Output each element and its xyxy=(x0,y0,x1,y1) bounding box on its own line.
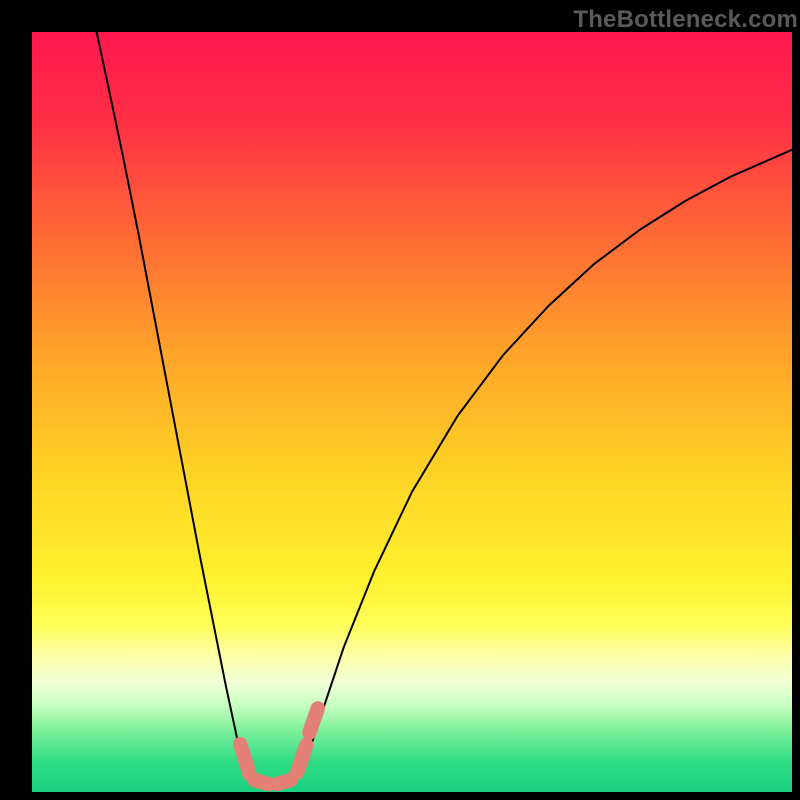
bottom-marks xyxy=(240,708,318,784)
bottom-mark xyxy=(297,745,306,772)
curve-right xyxy=(296,150,792,781)
bottom-mark xyxy=(240,744,249,774)
bottom-mark xyxy=(309,708,317,732)
bottom-mark xyxy=(277,780,291,784)
curve-left xyxy=(97,32,251,781)
chart-svg xyxy=(32,32,792,792)
watermark-text: TheBottleneck.com xyxy=(573,6,798,34)
plot-area xyxy=(32,32,792,792)
bottom-mark xyxy=(255,780,269,784)
